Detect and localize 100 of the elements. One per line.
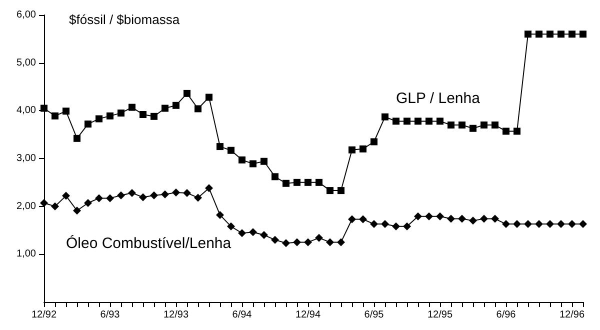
point (62, 192, 70, 200)
point (426, 118, 432, 125)
point (282, 180, 290, 187)
point (557, 220, 565, 228)
point (139, 193, 147, 202)
point (128, 188, 136, 197)
point (535, 220, 543, 228)
point (502, 220, 510, 228)
point (458, 122, 466, 129)
point (96, 115, 102, 122)
point (491, 214, 499, 223)
point (304, 178, 312, 186)
x-tick-label: 6/93 (100, 310, 120, 320)
point (370, 138, 378, 146)
point (161, 190, 169, 198)
point (282, 239, 290, 248)
point (348, 146, 356, 154)
point (448, 122, 454, 129)
point (546, 30, 554, 38)
point (524, 30, 532, 38)
point (360, 145, 366, 152)
point (84, 198, 92, 207)
point (536, 30, 542, 38)
point (106, 194, 114, 202)
point (513, 220, 521, 228)
x-tick-label: 12/94 (295, 310, 321, 320)
point (458, 214, 466, 223)
point (84, 120, 92, 128)
point (52, 112, 58, 120)
point (216, 210, 224, 219)
point (194, 194, 202, 202)
point (183, 188, 191, 197)
point (348, 215, 356, 224)
y-tick-label: 3,00 (16, 153, 36, 164)
point (359, 215, 367, 224)
point (392, 118, 400, 125)
point (271, 236, 279, 244)
point (414, 118, 422, 125)
point (172, 188, 180, 196)
point (403, 222, 411, 230)
y-tick-label: 2,00 (16, 200, 36, 212)
x-tick-label: 12/96 (559, 310, 585, 320)
point (238, 229, 246, 238)
point (106, 112, 114, 120)
point (326, 187, 334, 194)
series-label: GLP / Lenha (396, 90, 481, 108)
point (469, 216, 477, 225)
point (74, 134, 80, 142)
point (436, 212, 444, 220)
x-tick-label: 6/96 (496, 310, 516, 320)
point (228, 146, 234, 154)
y-tick-label: 4,00 (16, 105, 36, 116)
point (95, 194, 103, 202)
point (128, 104, 136, 111)
point (316, 178, 322, 186)
point (194, 105, 202, 112)
x-tick-label: 6/95 (364, 310, 384, 320)
point (118, 110, 124, 117)
point (392, 222, 400, 230)
point (370, 220, 378, 228)
point (260, 231, 268, 240)
y-axis-title: $fóssil / $biomassa (69, 12, 180, 27)
point (558, 30, 564, 38)
point (381, 220, 389, 228)
point (480, 122, 488, 129)
point (524, 220, 532, 228)
point (382, 113, 388, 120)
point (404, 118, 410, 125)
point (73, 206, 81, 215)
point (150, 191, 158, 200)
point (568, 30, 576, 38)
point (150, 112, 158, 120)
point (162, 104, 168, 112)
point (436, 118, 444, 125)
point (172, 102, 180, 109)
y-tick-label: 1,00 (16, 248, 36, 260)
x-tick-label: 6/94 (232, 310, 252, 320)
point (470, 124, 476, 132)
point (238, 156, 246, 164)
point (502, 128, 510, 135)
point (568, 220, 576, 228)
y-tick-label: 5,00 (16, 57, 36, 68)
point (338, 187, 344, 194)
point (184, 90, 190, 97)
point (216, 143, 224, 150)
point (250, 160, 256, 168)
point (580, 30, 586, 38)
point (447, 214, 455, 223)
point (304, 238, 312, 246)
point (337, 238, 345, 246)
x-tick-label: 12/95 (427, 310, 453, 320)
point (294, 178, 300, 186)
point (62, 108, 70, 115)
x-tick-label: 12/92 (31, 310, 57, 320)
point (140, 110, 146, 118)
series-label: Óleo Combustível/Lenha (66, 234, 232, 252)
point (315, 234, 323, 242)
point (205, 184, 213, 192)
x-tick-label: 12/93 (163, 310, 189, 320)
point (272, 173, 278, 180)
